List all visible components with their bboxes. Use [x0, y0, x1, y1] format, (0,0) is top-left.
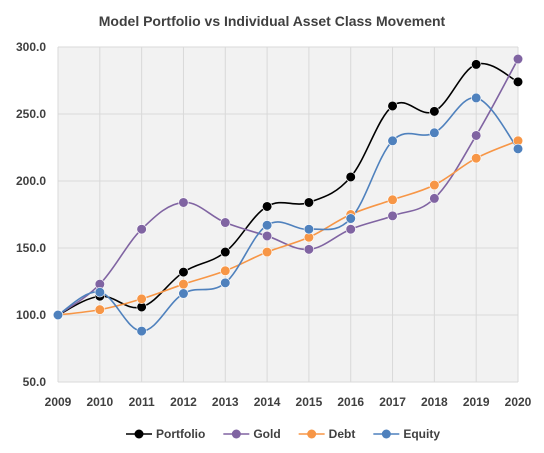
data-point-debt	[178, 279, 189, 290]
data-point-gold	[303, 244, 315, 255]
x-tick-label: 2020	[505, 395, 532, 409]
x-tick-label: 2012	[170, 395, 197, 409]
x-tick-label: 2009	[45, 395, 72, 409]
data-point-equity	[94, 287, 105, 298]
x-tick-label: 2010	[86, 395, 113, 409]
x-tick-label: 2013	[212, 395, 239, 409]
legend-marker-debt	[307, 429, 317, 439]
data-point-debt	[387, 194, 398, 205]
data-point-gold	[261, 230, 273, 242]
y-tick-label: 250.0	[16, 107, 46, 121]
legend-marker-portfolio	[134, 429, 144, 439]
data-point-equity	[512, 143, 524, 154]
data-point-gold	[136, 224, 147, 235]
data-point-equity	[429, 127, 440, 138]
legend-label-gold: Gold	[253, 427, 280, 441]
data-point-gold	[387, 210, 398, 221]
data-point-equity	[303, 224, 315, 235]
data-point-debt	[136, 293, 147, 305]
data-point-portfolio	[220, 246, 231, 258]
y-tick-label: 150.0	[16, 241, 46, 255]
legend-item-portfolio: Portfolio	[126, 427, 205, 441]
y-tick-label: 50.0	[23, 375, 47, 389]
data-markers	[52, 53, 524, 337]
data-point-gold	[220, 217, 231, 228]
plot-area	[58, 47, 518, 382]
data-point-debt	[94, 304, 105, 315]
data-point-equity	[471, 92, 482, 104]
data-point-gold	[512, 53, 524, 65]
data-point-debt	[220, 265, 231, 276]
data-point-equity	[220, 277, 231, 288]
data-point-gold	[429, 193, 440, 204]
data-point-portfolio	[345, 171, 356, 183]
data-point-portfolio	[429, 106, 440, 117]
x-tick-label: 2014	[254, 395, 281, 409]
legend-marker-gold	[231, 429, 241, 439]
legend: Portfolio Gold Debt Equity	[126, 427, 440, 441]
legend-label-equity: Equity	[403, 427, 440, 441]
data-point-gold	[471, 130, 482, 141]
chart-title: Model Portfolio vs Individual Asset Clas…	[99, 13, 446, 29]
data-point-portfolio	[261, 201, 273, 212]
data-point-gold	[345, 224, 356, 235]
legend-label-portfolio: Portfolio	[156, 427, 205, 441]
data-point-portfolio	[512, 76, 524, 87]
y-tick-label: 200.0	[16, 174, 46, 188]
y-tick-label: 300.0	[16, 40, 46, 54]
legend-marker-equity	[381, 429, 391, 439]
data-point-gold	[178, 197, 189, 208]
x-tick-label: 2019	[463, 395, 490, 409]
data-point-portfolio	[178, 267, 189, 278]
data-point-debt	[429, 179, 440, 191]
legend-item-equity: Equity	[373, 427, 440, 441]
data-point-equity	[178, 288, 189, 299]
data-point-equity	[345, 213, 356, 224]
x-tick-label: 2018	[421, 395, 448, 409]
data-point-debt	[261, 246, 273, 258]
data-point-debt	[471, 153, 482, 164]
x-tick-label: 2016	[337, 395, 364, 409]
data-point-portfolio	[471, 59, 482, 70]
data-point-portfolio	[387, 100, 398, 112]
axes: 50.0 100.0 150.0 200.0 250.0 300.0 2009 2010 201…	[16, 40, 532, 409]
y-tick-label: 100.0	[16, 308, 46, 322]
data-point-equity	[261, 220, 273, 231]
legend-item-debt: Debt	[298, 427, 356, 441]
legend-item-gold: Gold	[223, 427, 281, 441]
x-tick-label: 2017	[379, 395, 406, 409]
data-point-equity	[136, 325, 147, 337]
legend-label-debt: Debt	[329, 427, 356, 441]
series-line-gold	[57, 58, 519, 316]
x-tick-label: 2011	[129, 395, 155, 409]
data-point-equity	[387, 135, 398, 146]
data-point-equity	[52, 309, 64, 321]
x-tick-label: 2015	[296, 395, 323, 409]
data-point-portfolio	[303, 197, 315, 208]
